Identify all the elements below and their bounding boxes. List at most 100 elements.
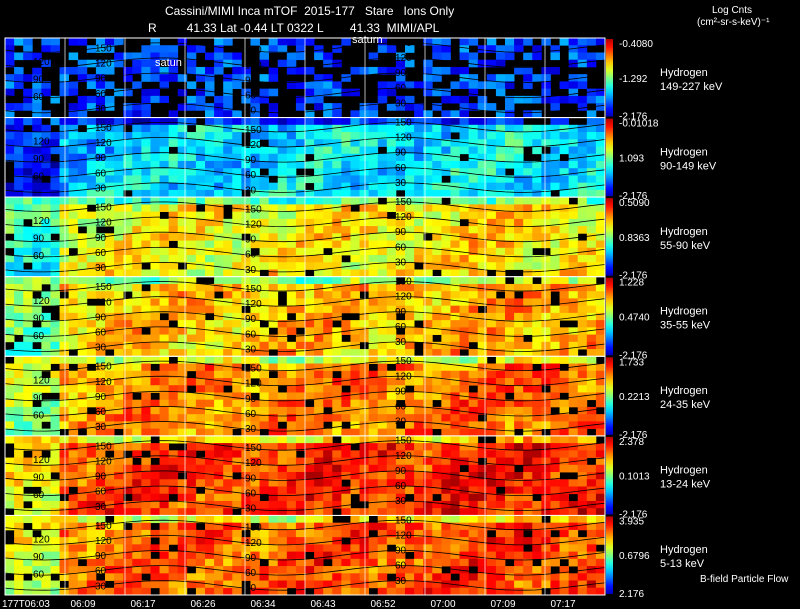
heatmap-cell bbox=[305, 327, 315, 335]
heatmap-cell bbox=[77, 146, 88, 155]
heatmap-cell bbox=[332, 580, 342, 589]
heatmap-cell bbox=[86, 132, 97, 140]
heatmap-cell bbox=[514, 247, 524, 256]
heatmap-cell bbox=[123, 341, 133, 350]
heatmap-cell bbox=[423, 392, 433, 401]
heatmap-cell bbox=[95, 305, 106, 314]
heatmap-cell bbox=[268, 226, 279, 234]
heatmap-cell bbox=[268, 515, 279, 524]
heatmap-cell bbox=[250, 312, 260, 321]
heatmap-cell bbox=[5, 283, 15, 292]
colorbar bbox=[606, 277, 613, 356]
heatmap-cell bbox=[141, 457, 151, 466]
heatmap-cell bbox=[141, 233, 151, 241]
heatmap-cell bbox=[586, 377, 597, 386]
heatmap-cell bbox=[286, 81, 297, 90]
heatmap-cell bbox=[32, 457, 42, 466]
heatmap-cell bbox=[559, 38, 570, 46]
heatmap-cell bbox=[214, 356, 224, 364]
heatmap-cell bbox=[505, 457, 515, 466]
heatmap-cell bbox=[186, 139, 197, 147]
heatmap-cell bbox=[468, 370, 479, 379]
heatmap-cell bbox=[259, 522, 270, 531]
heatmap-cell bbox=[305, 414, 315, 422]
heatmap-cell bbox=[468, 428, 479, 437]
heatmap-cell bbox=[105, 573, 115, 581]
heatmap-cell bbox=[377, 124, 388, 133]
heatmap-cell bbox=[559, 341, 570, 350]
heatmap-cell bbox=[77, 262, 88, 270]
heatmap-cell bbox=[159, 218, 170, 227]
heatmap-cell bbox=[423, 124, 433, 133]
heatmap-cell bbox=[223, 334, 233, 343]
heatmap-cell bbox=[195, 175, 206, 184]
heatmap-cell bbox=[250, 356, 260, 364]
y-tick-label: 120 bbox=[33, 455, 50, 466]
heatmap-cell bbox=[195, 74, 206, 82]
heatmap-cell bbox=[205, 334, 215, 343]
heatmap-cell bbox=[486, 500, 497, 509]
heatmap-cell bbox=[95, 182, 106, 191]
heatmap-cell bbox=[232, 233, 242, 241]
heatmap-cell bbox=[405, 95, 415, 104]
heatmap-cell bbox=[95, 132, 106, 140]
heatmap-cell bbox=[41, 464, 51, 473]
heatmap-cell bbox=[550, 269, 560, 278]
heatmap-cell bbox=[150, 168, 160, 176]
heatmap-cell bbox=[368, 385, 379, 393]
heatmap-cell bbox=[114, 349, 124, 357]
heatmap-cell bbox=[77, 421, 88, 430]
heatmap-cell bbox=[141, 551, 151, 560]
heatmap-cell bbox=[295, 103, 306, 111]
heatmap-cell bbox=[577, 334, 588, 343]
heatmap-cell bbox=[559, 537, 570, 545]
heatmap-cell bbox=[477, 558, 488, 567]
energy-label: 55-90 keV bbox=[660, 240, 711, 252]
heatmap-cell bbox=[177, 529, 188, 538]
heatmap-cell bbox=[68, 464, 79, 473]
pitch-angle-label: 60 bbox=[395, 402, 407, 413]
heatmap-cell bbox=[423, 81, 433, 90]
heatmap-cell bbox=[205, 153, 215, 162]
heatmap-cell bbox=[359, 558, 370, 567]
heatmap-cell bbox=[523, 110, 533, 118]
heatmap-cell bbox=[123, 558, 133, 567]
heatmap-cell bbox=[14, 153, 24, 162]
heatmap-cell bbox=[395, 211, 406, 220]
heatmap-cell bbox=[441, 522, 451, 531]
heatmap-cell bbox=[77, 414, 88, 422]
heatmap-cell bbox=[50, 139, 60, 147]
heatmap-cell bbox=[541, 406, 551, 415]
heatmap-cell bbox=[32, 414, 42, 422]
heatmap-cell bbox=[423, 399, 433, 408]
heatmap-cell bbox=[514, 443, 524, 451]
heatmap-cell bbox=[586, 269, 597, 278]
heatmap-cell bbox=[186, 537, 197, 545]
heatmap-cell bbox=[359, 544, 370, 552]
heatmap-cell bbox=[286, 363, 297, 372]
heatmap-cell bbox=[95, 529, 106, 538]
heatmap-cell bbox=[295, 269, 306, 278]
heatmap-cell bbox=[241, 472, 251, 480]
heatmap-cell bbox=[414, 276, 424, 285]
heatmap-cell bbox=[86, 255, 97, 263]
heatmap-cell bbox=[177, 233, 188, 241]
heatmap-cell bbox=[332, 334, 342, 343]
heatmap-cell bbox=[350, 515, 360, 524]
heatmap-cell bbox=[114, 587, 124, 596]
heatmap-cell bbox=[295, 587, 306, 596]
heatmap-cell bbox=[114, 117, 124, 126]
heatmap-cell bbox=[123, 175, 133, 184]
heatmap-cell bbox=[541, 356, 551, 364]
heatmap-cell bbox=[350, 479, 360, 487]
heatmap-cell bbox=[595, 168, 606, 176]
heatmap-cell bbox=[405, 500, 415, 509]
heatmap-cell bbox=[241, 182, 251, 191]
heatmap-cell bbox=[586, 312, 597, 321]
heatmap-cell bbox=[177, 587, 188, 596]
pitch-angle-label: 90 bbox=[395, 466, 407, 477]
heatmap-cell bbox=[159, 377, 170, 386]
heatmap-cell bbox=[123, 544, 133, 552]
heatmap-cell bbox=[377, 226, 388, 234]
heatmap-cell bbox=[377, 45, 388, 53]
